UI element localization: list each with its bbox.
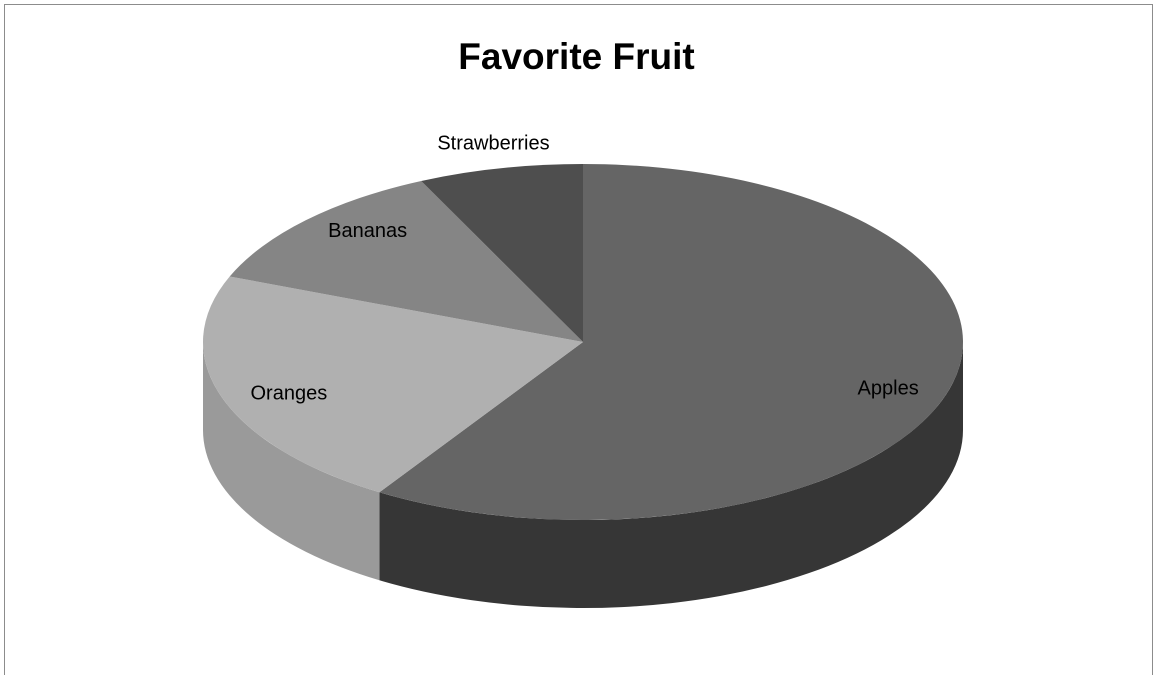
pie-labels: Apples Oranges Bananas Strawberries: [251, 132, 919, 404]
pie-label-bananas: Bananas: [328, 220, 407, 242]
pie-slice-apples: [379, 164, 963, 520]
pie-label-oranges: Oranges: [251, 383, 328, 405]
pie-label-apples: Apples: [858, 378, 919, 400]
pie-slice-oranges: [202, 276, 583, 493]
pie-sides: [203, 342, 963, 608]
pie-slice-bananas: [229, 180, 583, 342]
pie-slice-strawberries: [421, 164, 583, 342]
pie-slices: [202, 164, 963, 520]
pie-side-oranges: [203, 342, 380, 581]
pie-side-apples: [379, 342, 963, 608]
pie-label-strawberries: Strawberries: [437, 132, 549, 154]
chart-title: Favorite Fruit: [458, 36, 695, 77]
